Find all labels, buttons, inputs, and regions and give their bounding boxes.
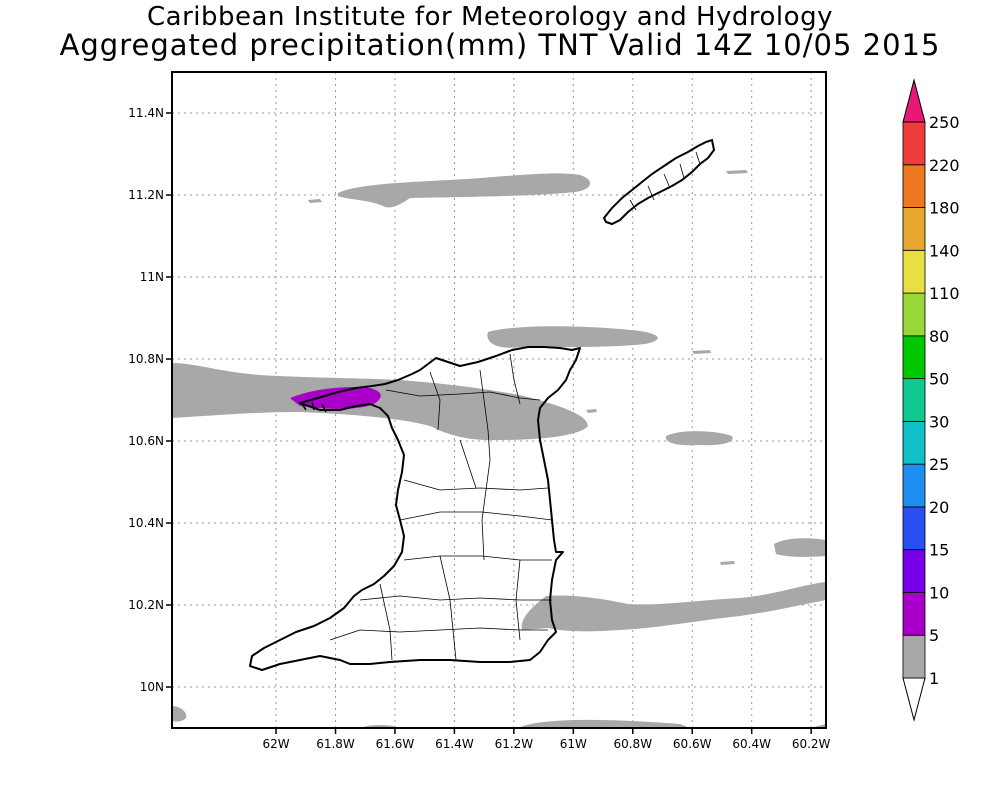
y-tick-label: 10N xyxy=(140,680,164,694)
precip-areas-1-5mm xyxy=(172,170,826,728)
x-tick-label: 60.4W xyxy=(732,737,771,751)
colorbar-level-label: 220 xyxy=(929,156,960,175)
institute-title: Caribbean Institute for Meteorology and … xyxy=(147,2,833,32)
x-tick-label: 60.2W xyxy=(792,737,831,751)
precip-speck-southeast xyxy=(720,561,735,565)
x-axis-ticks: 62W 61.8W 61.6W 61.4W 61.2W 61W 60.8W 60.6W 60.4… xyxy=(262,728,831,751)
colorbar-level-label: 20 xyxy=(929,498,949,517)
trinidad-island xyxy=(249,346,581,671)
colorbar-level-label: 25 xyxy=(929,455,949,474)
y-tick-label: 11N xyxy=(140,270,164,284)
colorbar-segment xyxy=(902,207,926,251)
colorbar-over-triangle xyxy=(902,78,926,123)
y-tick-label: 11.4N xyxy=(128,106,164,120)
precip-band-far-east xyxy=(774,538,826,557)
colorbar-level-label: 10 xyxy=(929,583,949,602)
precip-speck-east2 xyxy=(586,409,597,413)
colorbar-segment xyxy=(902,634,926,679)
colorbar-level-label: 30 xyxy=(929,412,949,431)
trinidad-coast xyxy=(249,346,581,671)
y-tick-label: 10.8N xyxy=(128,352,164,366)
colorbar-segment xyxy=(902,121,926,166)
x-tick-label: 62W xyxy=(262,737,289,751)
trinidad-west-islets xyxy=(301,401,327,413)
colorbar-segment xyxy=(902,549,926,593)
precip-band-northwest xyxy=(172,363,588,441)
tobago-coast xyxy=(602,138,716,226)
x-tick-label: 60.8W xyxy=(613,737,652,751)
y-tick-label: 10.4N xyxy=(128,516,164,530)
plot-border xyxy=(171,71,827,729)
x-tick-label: 60.6W xyxy=(673,737,712,751)
product-title: Aggregated precipitation(mm) TNT Valid 1… xyxy=(59,28,941,62)
precip-speck-east1 xyxy=(692,350,711,354)
colorbar-level-label: 1 xyxy=(929,669,939,688)
colorbar-segment xyxy=(902,463,926,508)
y-tick-label: 10.2N xyxy=(128,598,164,612)
colorbar-segment xyxy=(902,249,926,294)
colorbar-level-label: 50 xyxy=(929,370,949,389)
tobago-parish-lines xyxy=(629,151,701,211)
colorbar-segment xyxy=(902,378,926,422)
x-tick-label: 61.2W xyxy=(495,737,534,751)
colorbar-segment xyxy=(902,420,926,465)
tobago-island xyxy=(602,138,716,226)
colorbar-level-label: 180 xyxy=(929,199,960,218)
precip-band-north xyxy=(338,173,591,208)
colorbar-level-label: 5 xyxy=(929,626,939,645)
precip-speck-tobago xyxy=(726,170,748,174)
precip-band-southeast xyxy=(521,582,826,632)
colorbar-level-label: 250 xyxy=(929,113,960,132)
trinidad-admin-boundaries xyxy=(329,353,553,661)
colorbar-segment xyxy=(902,292,926,337)
precip-band-central xyxy=(487,326,658,348)
precip-edge-southwest xyxy=(172,706,187,722)
colorbar-under-triangle xyxy=(902,677,926,722)
y-tick-label: 11.2N xyxy=(128,188,164,202)
colorbar-segment xyxy=(902,335,926,380)
y-axis-ticks: 10N 10.2N 10.4N 10.6N 10.8N 11N 11.2N 11.4N xyxy=(128,106,172,694)
colorbar-level-label: 140 xyxy=(929,241,960,260)
x-tick-label: 61.8W xyxy=(316,737,355,751)
x-tick-label: 61.6W xyxy=(376,737,415,751)
precip-speck-north xyxy=(308,199,322,203)
x-tick-label: 61W xyxy=(560,737,587,751)
precip-edge-south2 xyxy=(518,719,690,728)
colorbar-level-label: 15 xyxy=(929,541,949,560)
precip-band-east xyxy=(665,431,733,446)
colorbar-segment xyxy=(902,164,926,208)
y-tick-label: 10.6N xyxy=(128,434,164,448)
colorbar-segment xyxy=(902,592,926,636)
colorbar-segment xyxy=(902,506,926,551)
colorbar-level-label: 110 xyxy=(929,284,960,303)
colorbar-level-label: 80 xyxy=(929,327,949,346)
x-tick-label: 61.4W xyxy=(435,737,474,751)
